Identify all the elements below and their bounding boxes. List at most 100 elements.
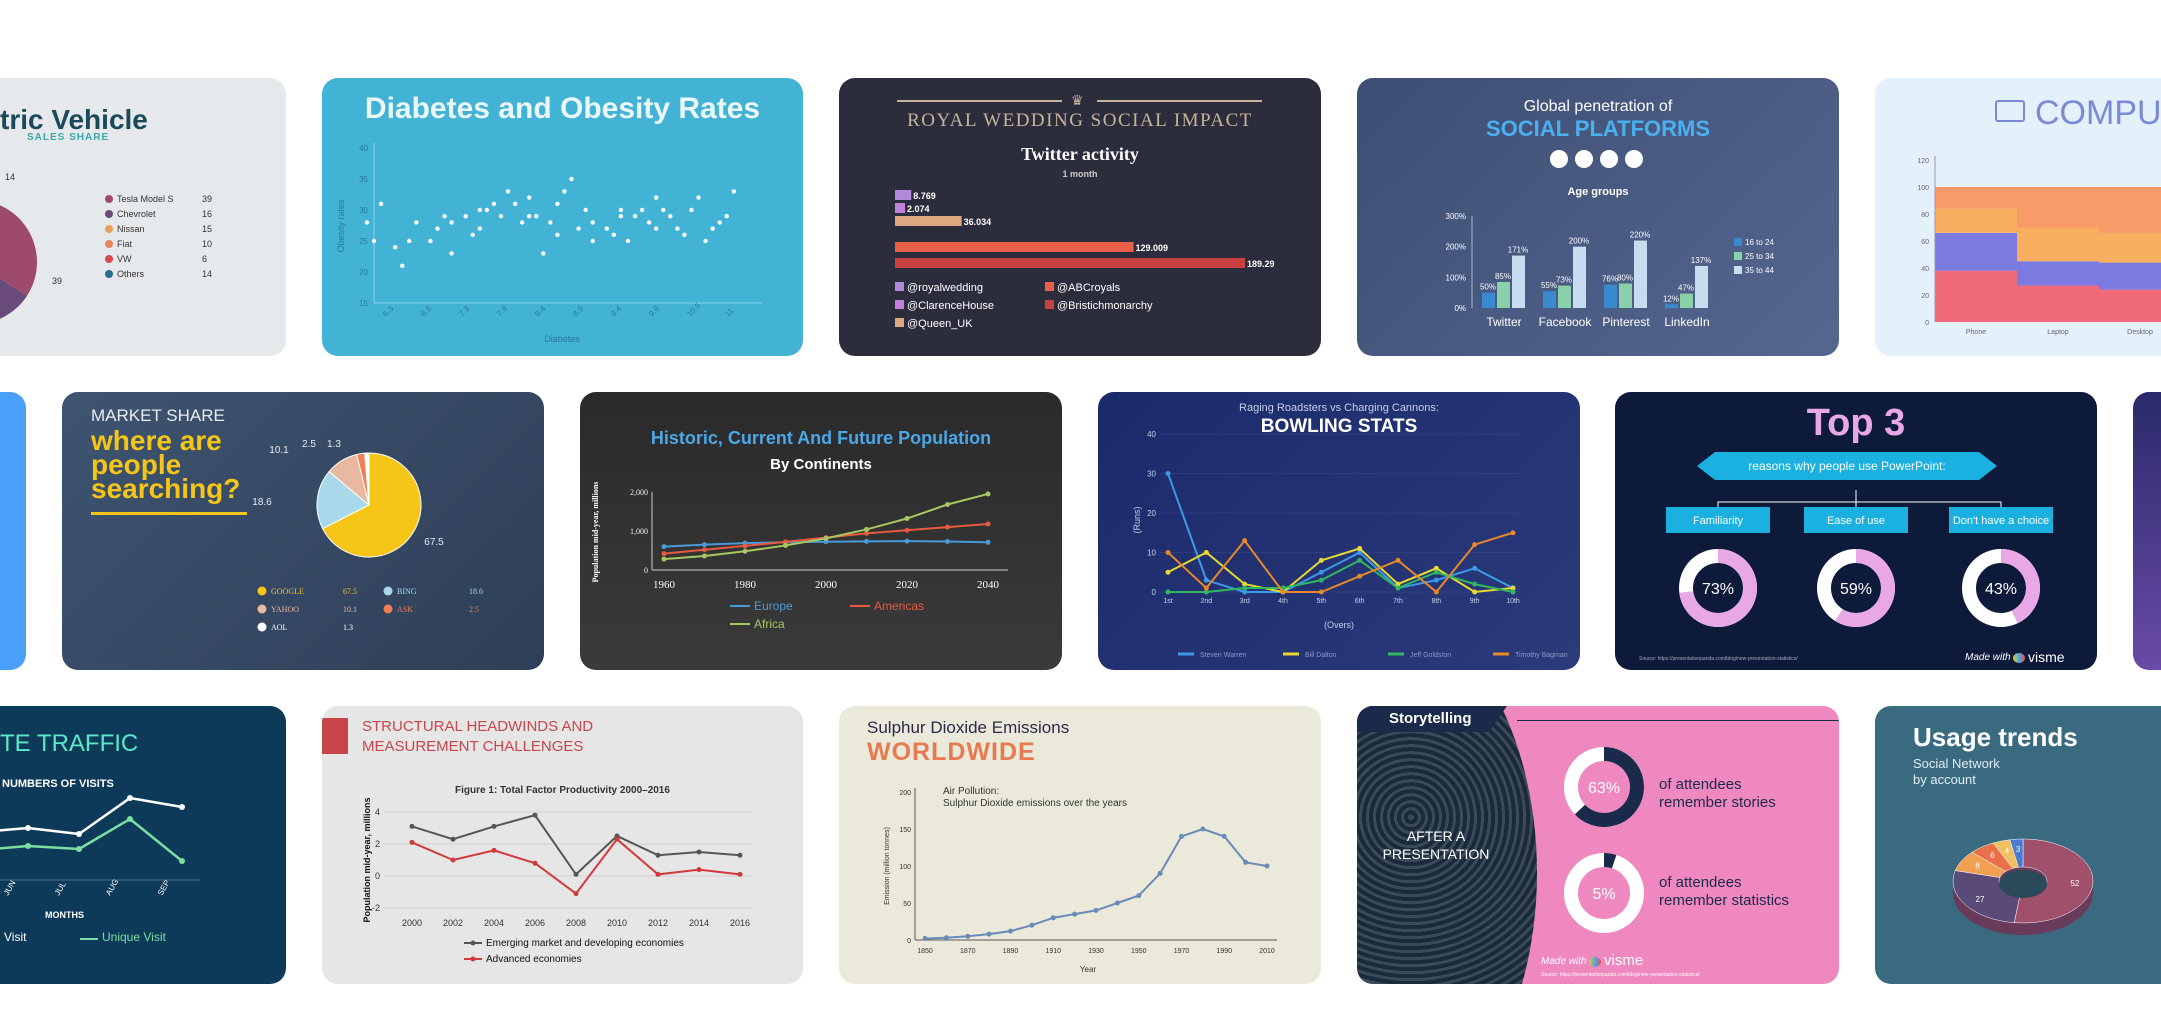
x-tick-label: 5th — [1316, 598, 1326, 605]
card-partial-blue[interactable] — [0, 392, 26, 670]
data-point — [1136, 893, 1142, 899]
card-usage-trends[interactable]: Usage trends Social Network by account 5… — [1875, 706, 2161, 984]
legend-label: 16 to 24 — [1745, 238, 1774, 247]
y-axis-title: Emission (million tonnes) — [884, 827, 891, 905]
area-segment — [2017, 261, 2099, 286]
area-segment — [2099, 289, 2161, 322]
tag-background — [1357, 706, 1507, 732]
data-point — [1008, 928, 1013, 934]
scatter-point — [449, 220, 454, 225]
card-sulphur[interactable]: Sulphur Dioxide Emissions WORLDWIDE Air … — [839, 706, 1321, 984]
y-tick-label: 150 — [899, 827, 911, 834]
x-tick-label: 6th — [1355, 598, 1365, 605]
y-tick-label: 100 — [899, 864, 911, 871]
stat1-line2: remember stories — [1659, 794, 1776, 811]
pinterest-icon[interactable] — [1600, 150, 1618, 168]
banner — [1697, 452, 1997, 480]
scatter-point — [661, 207, 666, 213]
card-storytelling[interactable]: Storytelling AFTER A PRESENTATION 63% 5% … — [1357, 706, 1839, 984]
data-point — [1510, 585, 1516, 591]
slice-label: 52 — [2070, 879, 2079, 888]
x-tick-label: 7.8 — [495, 304, 510, 319]
y-tick-label: 40 — [1147, 430, 1156, 439]
data-point — [1072, 911, 1078, 917]
data-point — [573, 871, 579, 877]
card-diabetes[interactable]: Diabetes and Obesity Rates 15 20 25 30 35 40 6… — [322, 78, 803, 356]
card-bowling[interactable]: Raging Roadsters vs Charging Cannons: BO… — [1098, 392, 1580, 670]
card-partial-right[interactable] — [2133, 392, 2161, 670]
legend-label: Nissan — [117, 224, 145, 234]
card-computer[interactable]: COMPUTER 0 20 40 60 80 100 120 Phone Laptop Deskt… — [1875, 78, 2161, 356]
x-tick-label: 1870 — [960, 948, 976, 955]
y-tick-label: 20 — [359, 268, 368, 277]
x-tick-label: 6.8 — [419, 304, 434, 319]
y-tick-label: 100 — [1917, 185, 1929, 192]
data-point — [1242, 589, 1248, 595]
card-social-platforms[interactable]: Global penetration of SOCIAL PLATFORMS A… — [1357, 78, 1839, 356]
legend-visit: l Visit — [0, 930, 27, 944]
scatter-point — [682, 232, 687, 237]
data-point — [1203, 589, 1209, 595]
slice-label: 18.6 — [252, 497, 272, 508]
x-tick-label: 2016 — [730, 918, 750, 928]
y-tick-label: 100% — [1446, 273, 1466, 282]
data-point — [1050, 915, 1056, 921]
data-point — [1242, 585, 1248, 591]
data-point — [1114, 900, 1120, 906]
monitor-icon — [1995, 100, 2025, 122]
twitter-icon[interactable] — [1550, 150, 1568, 168]
card-top3[interactable]: Top 3 reasons why people use PowerPoint:… — [1615, 392, 2097, 670]
data-point — [1433, 569, 1439, 575]
x-tick-label: 2008 — [566, 918, 586, 928]
data-point — [1472, 542, 1478, 548]
card-headwinds[interactable]: STRUCTURAL HEADWINDS AND MEASUREMENT CHA… — [322, 706, 803, 984]
bar — [1497, 281, 1510, 308]
legend-swatch — [1045, 300, 1054, 309]
scatter-point — [625, 238, 631, 244]
facebook-icon[interactable] — [1575, 150, 1593, 168]
data-point — [491, 823, 497, 829]
source-text: Source: https://presentationpanda.com/bl… — [1639, 656, 1798, 662]
legend-dot — [383, 604, 393, 614]
legend-value: 14 — [202, 269, 212, 279]
bar-value: 129.009 — [1136, 243, 1169, 253]
x-tick-label: 1st — [1163, 598, 1172, 605]
x-tick-label: 8.9 — [571, 304, 586, 319]
legend-label: VW — [117, 254, 132, 264]
x-tick-label: 1930 — [1088, 948, 1104, 955]
data-point — [1318, 569, 1324, 575]
legend-label: Europe — [754, 599, 793, 613]
x-tick-label: JUN — [2, 879, 18, 897]
x-tick-label: 2040 — [977, 579, 1000, 591]
scatter-point — [632, 214, 638, 219]
card-market-share[interactable]: MARKET SHARE where are people searching?… — [62, 392, 544, 670]
twitter-bar-chart: 8.769 2.074 36.034 129.009 189.29 @royalweddi… — [895, 190, 1275, 330]
storytelling-donuts: 63% 5% — [1564, 747, 1644, 933]
top3-donuts: Familiarity Ease of use Don't have a choic… — [1666, 490, 2053, 627]
card-population[interactable]: Historic, Current And Future Population … — [580, 392, 1062, 670]
legend-label: Others — [117, 269, 145, 279]
y-tick-label: 200 — [899, 790, 911, 797]
data-point — [1242, 538, 1248, 544]
legend-title: Age groups — [1567, 186, 1629, 198]
data-point — [1179, 833, 1184, 839]
data-point — [1357, 573, 1363, 579]
card-site-traffic[interactable]: TE TRAFFIC NUMBERS OF VISITS JUN JUL AUG SE… — [0, 706, 286, 984]
x-tick-label: 1970 — [1174, 948, 1190, 955]
donut-hole — [1832, 564, 1880, 612]
bar-value: 80% — [1617, 273, 1633, 282]
legend-swatch — [1734, 238, 1742, 246]
figure-title: Figure 1: Total Factor Productivity 2000… — [455, 785, 670, 796]
data-point — [532, 860, 538, 866]
y-tick-label: 50 — [903, 901, 911, 908]
scatter-point — [548, 220, 553, 225]
scatter-point — [710, 226, 715, 231]
donut-label: 73% — [1702, 581, 1734, 598]
card-royal-wedding[interactable]: ♛ ROYAL WEDDING SOCIAL IMPACT Twitter ac… — [839, 78, 1321, 356]
card-electric-vehicle[interactable]: tric Vehicle SALES SHARE 14 39 Tesla Model… — [0, 78, 286, 356]
slice-label: 14 — [5, 172, 15, 182]
linkedin-icon[interactable] — [1625, 150, 1643, 168]
data-point — [1165, 569, 1171, 575]
scatter-point — [604, 226, 609, 231]
data-point — [1318, 557, 1324, 563]
